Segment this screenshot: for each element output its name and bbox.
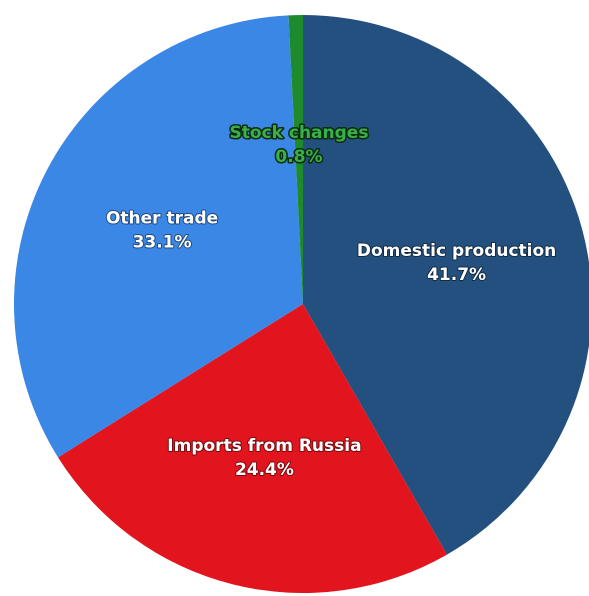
slice-value-label: 41.7% xyxy=(427,265,486,285)
pie-slice xyxy=(58,304,447,593)
slice-value-label: 24.4% xyxy=(235,460,294,480)
slice-value-label: 0.8% xyxy=(275,147,322,167)
slice-label: Imports from Russia xyxy=(167,436,361,456)
slice-label: Stock changes xyxy=(230,123,369,143)
pie-slice xyxy=(13,15,303,458)
slice-label: Domestic production xyxy=(357,241,556,261)
slice-label: Other trade xyxy=(106,209,218,229)
slice-value-label: 33.1% xyxy=(133,233,192,253)
pie-slice xyxy=(288,15,303,304)
pie-slice xyxy=(303,15,589,555)
